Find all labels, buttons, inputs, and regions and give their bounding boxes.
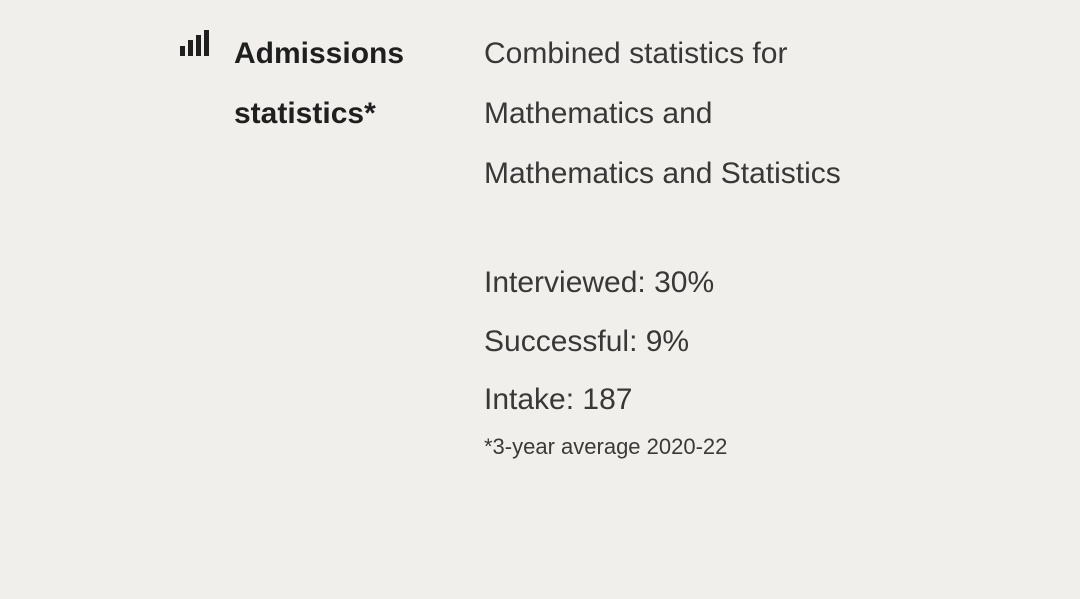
content-cell: Combined statistics for Mathematics and …: [484, 24, 1080, 460]
stat-successful-label: Successful:: [484, 325, 637, 358]
icon-cell: [180, 24, 234, 56]
bar-chart-icon: [180, 30, 234, 56]
admissions-description: Combined statistics for Mathematics and …: [484, 24, 860, 204]
admissions-stats-row: Admissions statistics* Combined statisti…: [0, 0, 1080, 460]
stat-interviewed-value: 30%: [654, 266, 714, 299]
stat-successful: Successful: 9%: [484, 313, 860, 372]
admissions-heading: Admissions statistics*: [234, 24, 468, 144]
stat-intake-label: Intake:: [484, 383, 574, 416]
admissions-footnote: *3-year average 2020-22: [484, 434, 860, 460]
stat-intake: Intake: 187: [484, 371, 860, 430]
stat-successful-value: 9%: [646, 325, 689, 358]
admissions-stats: Interviewed: 30% Successful: 9% Intake: …: [484, 254, 860, 430]
stat-intake-value: 187: [582, 383, 632, 416]
stat-interviewed-label: Interviewed:: [484, 266, 646, 299]
label-cell: Admissions statistics*: [234, 24, 484, 144]
stat-interviewed: Interviewed: 30%: [484, 254, 860, 313]
